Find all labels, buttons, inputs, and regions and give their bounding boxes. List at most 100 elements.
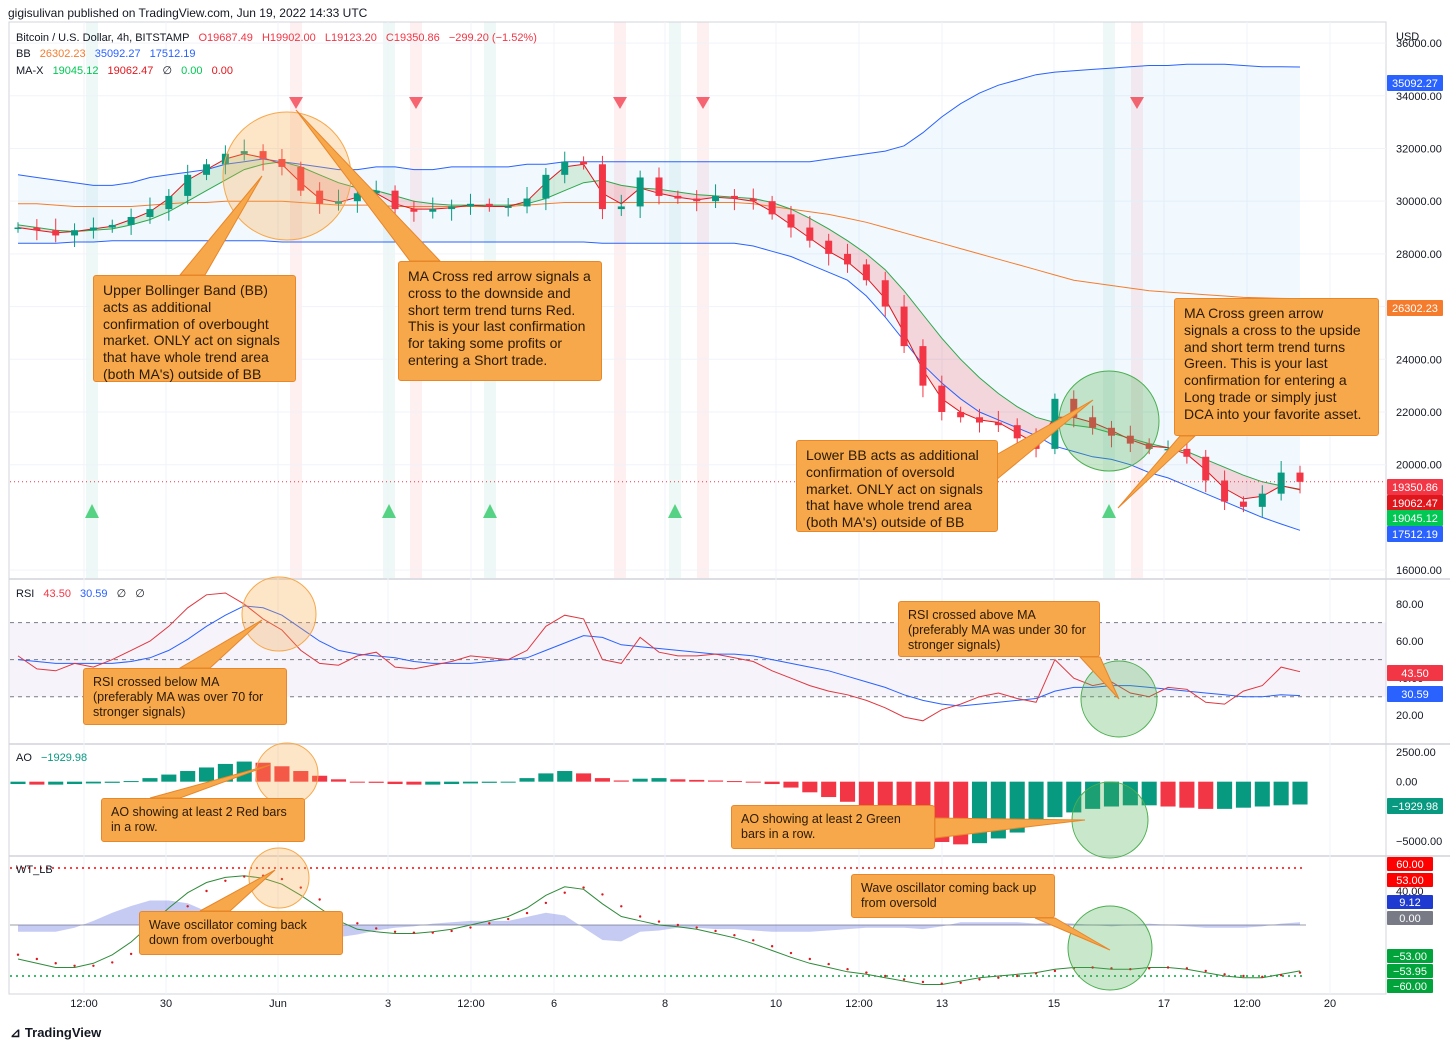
axis-value-badge xyxy=(1387,75,1443,91)
max-legend[interactable]: MA-X 19045.12 19062.47 ∅ 0.00 0.00 xyxy=(16,64,239,77)
wt-name: WT_LB xyxy=(16,864,53,876)
candle-body xyxy=(127,216,135,225)
x-tick-label: 30 xyxy=(160,998,172,1010)
wt2-dot xyxy=(940,982,943,985)
wt2-dot xyxy=(1129,968,1132,971)
axis-value-badge xyxy=(1387,798,1443,814)
x-tick-label: 6 xyxy=(551,998,557,1010)
wt2-dot xyxy=(695,926,698,929)
wt2-dot xyxy=(431,931,434,934)
os-circle-wt xyxy=(1067,905,1153,991)
wt2-dot xyxy=(35,957,39,961)
rsi-ma-value: 30.59 xyxy=(80,588,108,600)
ao-bar xyxy=(10,781,26,785)
sell-arrow xyxy=(409,97,423,109)
ao-bar xyxy=(1160,781,1176,807)
bb-legend[interactable]: BB 26302.23 35092.27 17512.19 xyxy=(16,48,202,60)
buy-signal-column xyxy=(669,22,681,578)
ma-ribbon-segment xyxy=(225,153,245,181)
ob-circle-ao xyxy=(255,742,319,806)
candle-body xyxy=(900,306,908,347)
candle-body xyxy=(787,214,795,228)
candle-body xyxy=(561,161,569,175)
wt2-dot xyxy=(865,971,868,974)
candle-body xyxy=(1070,398,1078,418)
pointer-wt-up xyxy=(1034,917,1111,951)
wt-legend[interactable]: WT_LB xyxy=(16,864,59,876)
ma-ribbon-segment xyxy=(979,377,999,423)
ma-ribbon-segment xyxy=(131,211,150,225)
ao-bar xyxy=(330,779,347,782)
close-value: C19350.86 xyxy=(385,32,440,44)
bb-lower-value: 17512.19 xyxy=(149,48,196,60)
ma-ribbon-segment xyxy=(1205,459,1225,489)
ma-ribbon-segment xyxy=(1243,475,1263,499)
ao-value: −1929.98 xyxy=(40,752,88,764)
axis-value-badge xyxy=(1387,665,1443,681)
note-ma-green: MA Cross green arrow signals a cross to … xyxy=(1174,298,1379,436)
sell-signal-column xyxy=(614,22,626,578)
ob-circle-rsi xyxy=(241,576,317,652)
ao-bar xyxy=(500,781,516,783)
buy-signal-column xyxy=(86,22,98,578)
wt-value-badge xyxy=(1387,979,1433,993)
ao-bar xyxy=(971,781,988,844)
candle-body xyxy=(693,198,701,202)
max-empty-value: ∅ xyxy=(162,65,173,77)
x-tick-label: 3 xyxy=(385,998,391,1010)
ao-legend[interactable]: AO −1929.98 xyxy=(16,752,93,764)
main-legend[interactable]: Bitcoin / U.S. Dollar, 4h, BITSTAMP O196… xyxy=(16,32,543,44)
wt-value-text: 0.00 xyxy=(1399,913,1420,925)
wt2-dot xyxy=(902,978,906,981)
axis-value-text: 43.50 xyxy=(1401,668,1429,680)
ao-name: AO xyxy=(16,752,32,764)
price-tick-label: 28000.00 xyxy=(1396,249,1442,261)
wt-value-badge xyxy=(1387,873,1433,887)
wt2-dot xyxy=(1223,973,1226,976)
note-wt-up: Wave oscillator coming back up from over… xyxy=(851,874,1055,918)
wt2-dot xyxy=(186,905,189,908)
wt2-dot xyxy=(111,961,114,964)
sell-signal-column xyxy=(290,22,302,578)
rsi-value: 43.50 xyxy=(43,588,71,600)
candle-body xyxy=(1126,435,1134,444)
candle-body xyxy=(297,166,305,191)
ao-bar xyxy=(519,778,535,782)
wt2-dot xyxy=(1034,972,1038,975)
ao-bar xyxy=(1198,781,1214,809)
candle-body xyxy=(655,177,663,196)
x-tick-label: 13 xyxy=(936,998,948,1010)
wt2-dot xyxy=(54,962,57,965)
x-tick-label: 17 xyxy=(1158,998,1170,1010)
tradingview-logo[interactable]: ⊿ TradingView xyxy=(10,1025,101,1041)
ma-ribbon-segment xyxy=(866,253,886,299)
ao-bar xyxy=(312,775,328,782)
wt2-dot xyxy=(92,964,95,967)
note-rsi-below: RSI crossed below MA (preferably MA was … xyxy=(83,668,287,725)
axis-value-text: 19062.47 xyxy=(1392,498,1438,510)
rsi-empty-2: ∅ xyxy=(135,588,145,600)
tradingview-icon: ⊿ xyxy=(10,1025,21,1040)
ob-circle-price xyxy=(222,111,352,241)
ma-ribbon-segment xyxy=(998,393,1018,434)
wt2-dot xyxy=(73,964,76,967)
ao-bar xyxy=(274,766,290,782)
candle-body xyxy=(372,190,380,194)
ao-bar xyxy=(632,778,648,782)
wt2-dot xyxy=(129,952,133,956)
x-tick-label: 8 xyxy=(662,998,668,1010)
ma-ribbon-segment xyxy=(338,182,358,203)
rsi-legend[interactable]: RSI 43.50 30.59 ∅ ∅ xyxy=(16,587,151,600)
wt1-line xyxy=(17,875,1301,985)
axis-value-text: 19350.86 xyxy=(1392,482,1438,494)
ao-bar xyxy=(576,773,592,782)
ao-bar xyxy=(161,774,177,782)
candle-body xyxy=(504,206,512,208)
wt2-dot xyxy=(714,929,717,933)
ma-ribbon-segment xyxy=(545,166,565,199)
ma-ribbon-segment xyxy=(904,290,923,370)
axis-value-badge xyxy=(1387,686,1443,702)
ao-bar xyxy=(745,781,761,783)
x-tick-label: 12:00 xyxy=(70,998,98,1010)
